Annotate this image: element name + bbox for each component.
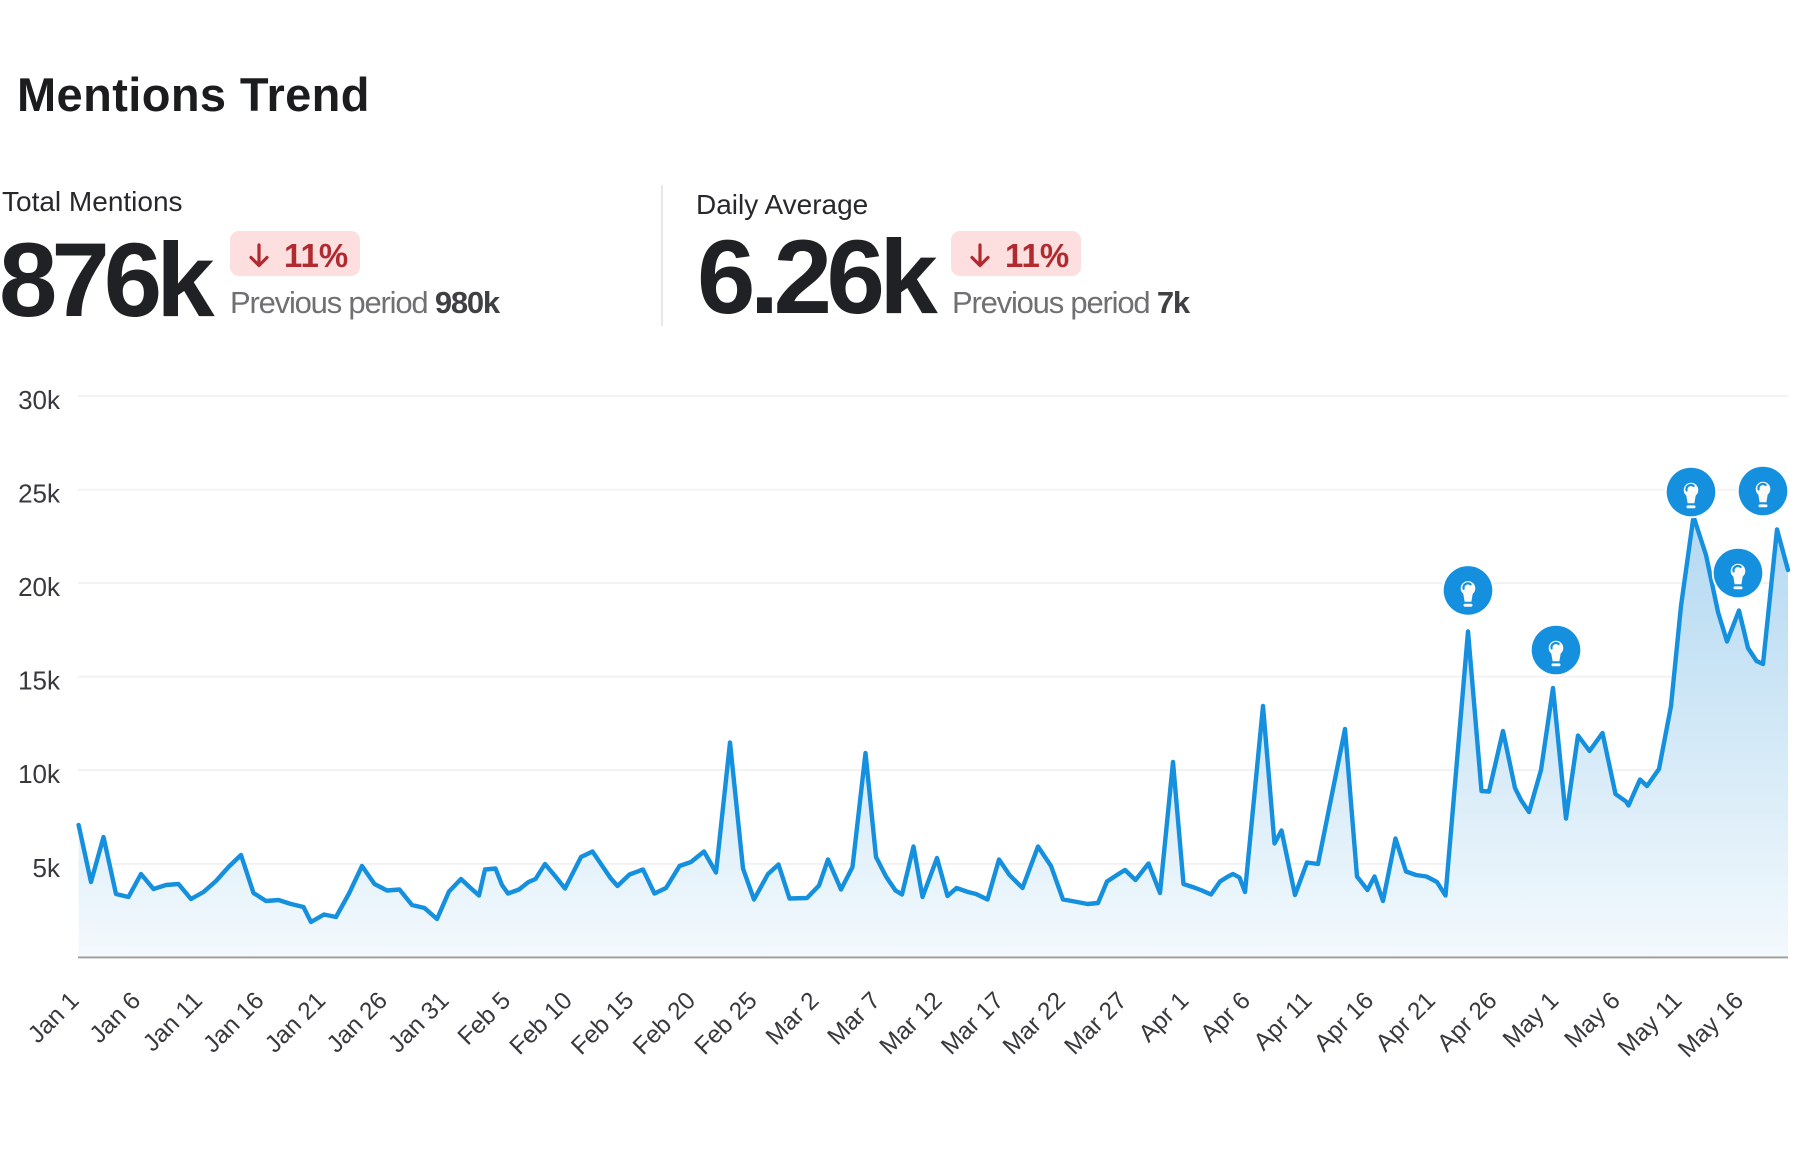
svg-text:Jan 21: Jan 21 [260, 987, 331, 1058]
svg-text:Mar 17: Mar 17 [936, 987, 1009, 1060]
svg-text:Feb 15: Feb 15 [566, 987, 639, 1060]
svg-text:20k: 20k [18, 572, 61, 602]
svg-text:Apr 11: Apr 11 [1249, 987, 1318, 1056]
svg-text:Mar 2: Mar 2 [761, 987, 824, 1050]
svg-text:Feb 10: Feb 10 [505, 987, 578, 1060]
svg-text:Mar 22: Mar 22 [998, 987, 1071, 1060]
svg-text:Jan 1: Jan 1 [23, 987, 84, 1048]
svg-text:Apr 6: Apr 6 [1195, 987, 1256, 1048]
svg-text:Mar 12: Mar 12 [875, 987, 948, 1060]
svg-text:25k: 25k [18, 479, 61, 509]
svg-text:May 1: May 1 [1498, 987, 1564, 1053]
svg-text:Apr 16: Apr 16 [1309, 987, 1379, 1057]
svg-text:Feb 20: Feb 20 [628, 987, 701, 1060]
svg-text:Apr 21: Apr 21 [1371, 987, 1441, 1057]
svg-text:May 11: May 11 [1613, 987, 1688, 1062]
svg-text:5k: 5k [33, 853, 61, 883]
svg-text:15k: 15k [18, 666, 61, 696]
svg-text:30k: 30k [18, 385, 61, 415]
svg-text:Apr 26: Apr 26 [1432, 987, 1502, 1057]
svg-text:Jan 6: Jan 6 [85, 987, 146, 1048]
svg-text:Feb 25: Feb 25 [690, 987, 763, 1060]
svg-text:10k: 10k [18, 759, 61, 789]
svg-text:Jan 26: Jan 26 [322, 987, 393, 1058]
svg-text:Jan 31: Jan 31 [383, 987, 454, 1058]
svg-text:Mar 27: Mar 27 [1060, 987, 1133, 1060]
svg-text:May 16: May 16 [1673, 987, 1749, 1063]
svg-text:Apr 1: Apr 1 [1134, 987, 1195, 1048]
svg-text:Jan 11: Jan 11 [138, 987, 208, 1057]
svg-text:Jan 16: Jan 16 [198, 987, 269, 1058]
